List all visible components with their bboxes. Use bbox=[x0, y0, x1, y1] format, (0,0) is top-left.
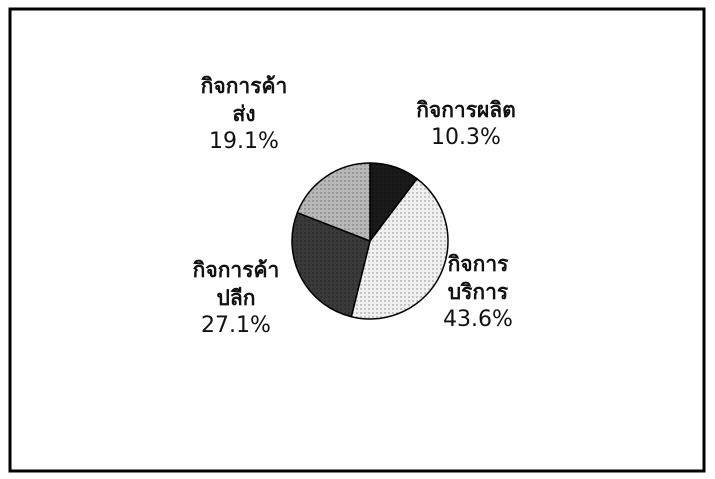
chart-svg bbox=[0, 0, 715, 479]
value-label: 27.1% bbox=[156, 312, 316, 340]
value-label: 19.1% bbox=[164, 128, 324, 156]
category-label: กิจการค้า ปลีก bbox=[156, 256, 316, 312]
category-label: กิจการผลิต bbox=[386, 96, 546, 124]
category-label: กิจการ บริการ bbox=[398, 250, 558, 306]
chart: กิจการผลิต10.3% กิจการ บริการ43.6% กิจการค… bbox=[0, 0, 715, 479]
value-label: 43.6% bbox=[398, 306, 558, 334]
value-label: 10.3% bbox=[386, 124, 546, 152]
category-label: กิจการค้า ส่ง bbox=[164, 72, 324, 128]
